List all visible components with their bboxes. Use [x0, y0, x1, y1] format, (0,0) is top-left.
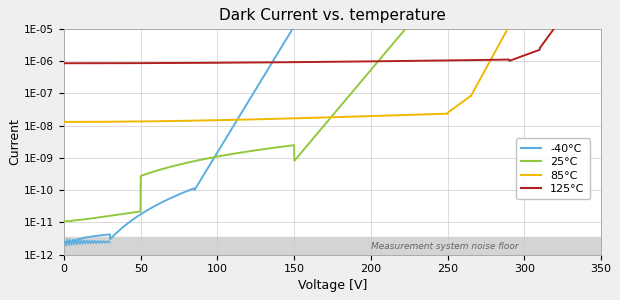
- Bar: [64, 237, 601, 255]
- Text: Measurement system noise floor: Measurement system noise floor: [371, 242, 518, 251]
- X-axis label: Voltage [V]: Voltage [V]: [298, 279, 367, 292]
- Y-axis label: Current: Current: [8, 118, 21, 165]
- Legend: -40°C, 25°C, 85°C, 125°C: -40°C, 25°C, 85°C, 125°C: [516, 138, 590, 200]
- Title: Dark Current vs. temperature: Dark Current vs. temperature: [219, 8, 446, 23]
